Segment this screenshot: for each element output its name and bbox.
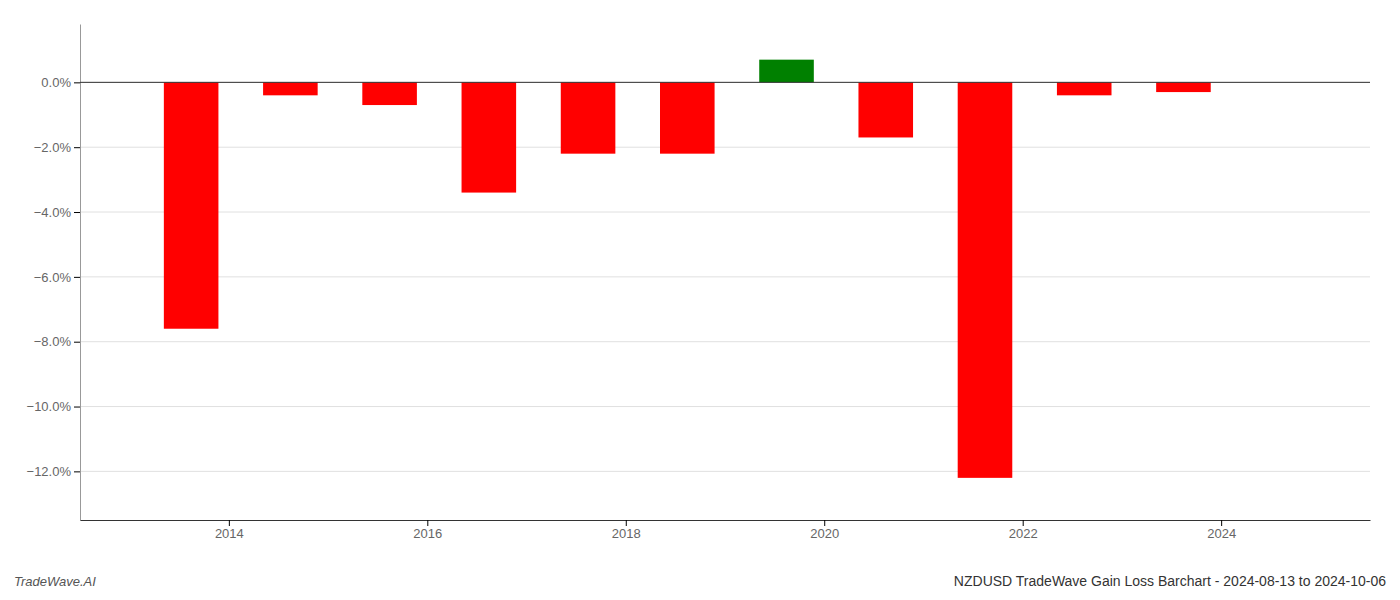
y-tick: 0.0% [41,75,80,90]
watermark: TradeWave.AI [14,574,96,589]
plot: −12.0% −10.0% −8.0% −6.0% −4.0% −2.0% 0.0% 2014… [27,25,1371,542]
title: NZDUSD TradeWave Gain Loss Barchart - 20… [954,573,1386,589]
x-tick-label: 2016 [413,526,442,541]
bars [164,60,1211,478]
x-tick-mark [626,520,627,526]
y-tick-mark [74,342,80,343]
y-tick: −6.0% [34,270,80,285]
bar [462,82,517,192]
grid-line [80,276,1370,277]
x-tick-mark [229,520,230,526]
bar [958,82,1013,478]
grid [80,82,1370,471]
x-tick: 2014 [215,520,244,541]
bar [362,82,417,105]
x-tick: 2020 [810,520,839,541]
y-tick-label: −4.0% [34,205,72,220]
bar [263,82,318,95]
bar [1057,82,1112,95]
bar [561,82,616,153]
y-tick-mark [74,212,80,213]
x-tick-mark [1023,520,1024,526]
x-tick-label: 2014 [215,526,244,541]
x-tick: 2018 [612,520,641,541]
y-tick-mark [74,407,80,408]
y-tick-label: 0.0% [41,75,71,90]
y-axis: −12.0% −10.0% −8.0% −6.0% −4.0% −2.0% 0.0% [27,25,81,521]
y-tick-label: −6.0% [34,270,72,285]
y-tick: −4.0% [34,205,80,220]
x-tick: 2024 [1207,520,1236,541]
y-tick-mark [74,147,80,148]
x-tick-mark [824,520,825,526]
grid-line [80,147,1370,148]
y-axis-line [80,25,81,521]
x-axis-line [81,520,1371,521]
bar [164,82,219,328]
x-tick-label: 2018 [612,526,641,541]
x-tick: 2022 [1009,520,1038,541]
grid-line [80,471,1370,472]
x-tick-label: 2020 [810,526,839,541]
grid-line [80,212,1370,213]
x-tick-label: 2022 [1009,526,1038,541]
x-axis: 2014 2016 2018 2020 2022 2024 [81,520,1371,541]
y-tick-label: −12.0% [27,464,72,479]
y-tick-mark [74,471,80,472]
y-tick-label: −8.0% [34,334,72,349]
x-tick-mark [1221,520,1222,526]
x-tick: 2016 [413,520,442,541]
bar [858,82,913,137]
y-tick-label: −2.0% [34,140,72,155]
bar [660,82,715,153]
chart: −12.0% −10.0% −8.0% −6.0% −4.0% −2.0% 0.0% 2014… [0,0,1400,600]
grid-line [80,82,1370,83]
bar [1156,82,1211,92]
y-tick: −10.0% [27,399,80,414]
grid-line [80,341,1370,342]
x-tick-label: 2024 [1207,526,1236,541]
y-tick: −2.0% [34,140,80,155]
y-tick-mark [74,82,80,83]
x-tick-mark [427,520,428,526]
y-tick: −8.0% [34,334,80,349]
y-tick-mark [74,277,80,278]
grid-line [80,406,1370,407]
bar [759,60,814,83]
y-tick-label: −10.0% [27,399,72,414]
y-tick: −12.0% [27,464,80,479]
zero-line [80,82,1370,83]
